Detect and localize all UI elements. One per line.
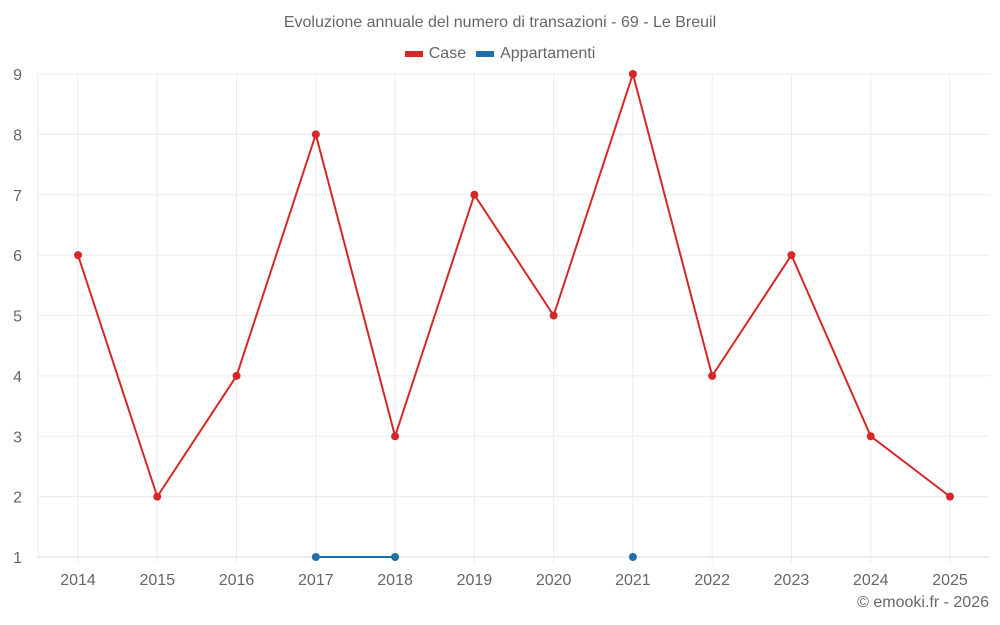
data-point[interactable]: [74, 251, 82, 260]
y-tick-label: 2: [13, 490, 22, 507]
y-tick-label: 6: [13, 248, 22, 265]
data-point[interactable]: [153, 492, 162, 501]
x-tick-label: 2015: [139, 572, 175, 589]
data-point[interactable]: [311, 553, 320, 561]
y-tick-label: 8: [13, 127, 22, 144]
data-point[interactable]: [946, 492, 954, 501]
legend: Case Appartamenti: [0, 45, 1000, 63]
legend-item-appartamenti[interactable]: Appartamenti: [476, 45, 595, 63]
data-point[interactable]: [628, 70, 637, 78]
x-tick-label: 2019: [457, 572, 493, 589]
data-point[interactable]: [311, 130, 320, 139]
gridlines: [37, 73, 990, 563]
legend-item-case[interactable]: Case: [404, 45, 467, 63]
data-point[interactable]: [866, 432, 875, 441]
data-point[interactable]: [549, 311, 558, 320]
x-tick-label: 2023: [774, 572, 810, 589]
chart-title: Evoluzione annuale del numero di transaz…: [283, 14, 717, 31]
axes: 1 2 3 4 5 6 7 8 9 2014 2015 2016 2017 2018 2019 2020 202…: [13, 67, 968, 589]
series-appartamenti: [311, 553, 637, 561]
appartamenti-swatch-icon: [476, 51, 495, 57]
x-tick-label: 2022: [694, 572, 730, 589]
series-line: [77, 70, 951, 499]
x-tick-label: 2024: [853, 572, 889, 589]
data-point[interactable]: [232, 371, 241, 380]
data-point[interactable]: [628, 553, 637, 561]
credit-text: © emooki.fr - 2026: [857, 594, 989, 611]
data-point[interactable]: [391, 553, 400, 561]
data-point[interactable]: [391, 432, 400, 441]
legend-label-appartamenti: Appartamenti: [500, 45, 596, 62]
y-tick-label: 1: [13, 550, 22, 567]
legend-label-case: Case: [428, 45, 467, 62]
series-layer: [74, 70, 954, 561]
x-tick-label: 2014: [60, 572, 96, 589]
y-tick-label: 5: [13, 309, 22, 326]
x-tick-label: 2017: [298, 572, 334, 589]
data-point[interactable]: [708, 371, 717, 380]
case-swatch-icon: [404, 51, 423, 57]
x-tick-label: 2025: [932, 572, 968, 589]
x-tick-label: 2020: [536, 572, 572, 589]
x-tick-label: 2021: [615, 572, 651, 589]
data-point[interactable]: [470, 190, 479, 199]
x-tick-label: 2018: [377, 572, 413, 589]
data-point[interactable]: [787, 251, 796, 260]
x-tick-label: 2016: [219, 572, 255, 589]
y-tick-label: 7: [13, 188, 22, 205]
series-case: [74, 70, 954, 501]
y-tick-label: 3: [13, 429, 22, 446]
y-tick-label: 9: [13, 67, 22, 84]
y-tick-label: 4: [13, 369, 22, 386]
